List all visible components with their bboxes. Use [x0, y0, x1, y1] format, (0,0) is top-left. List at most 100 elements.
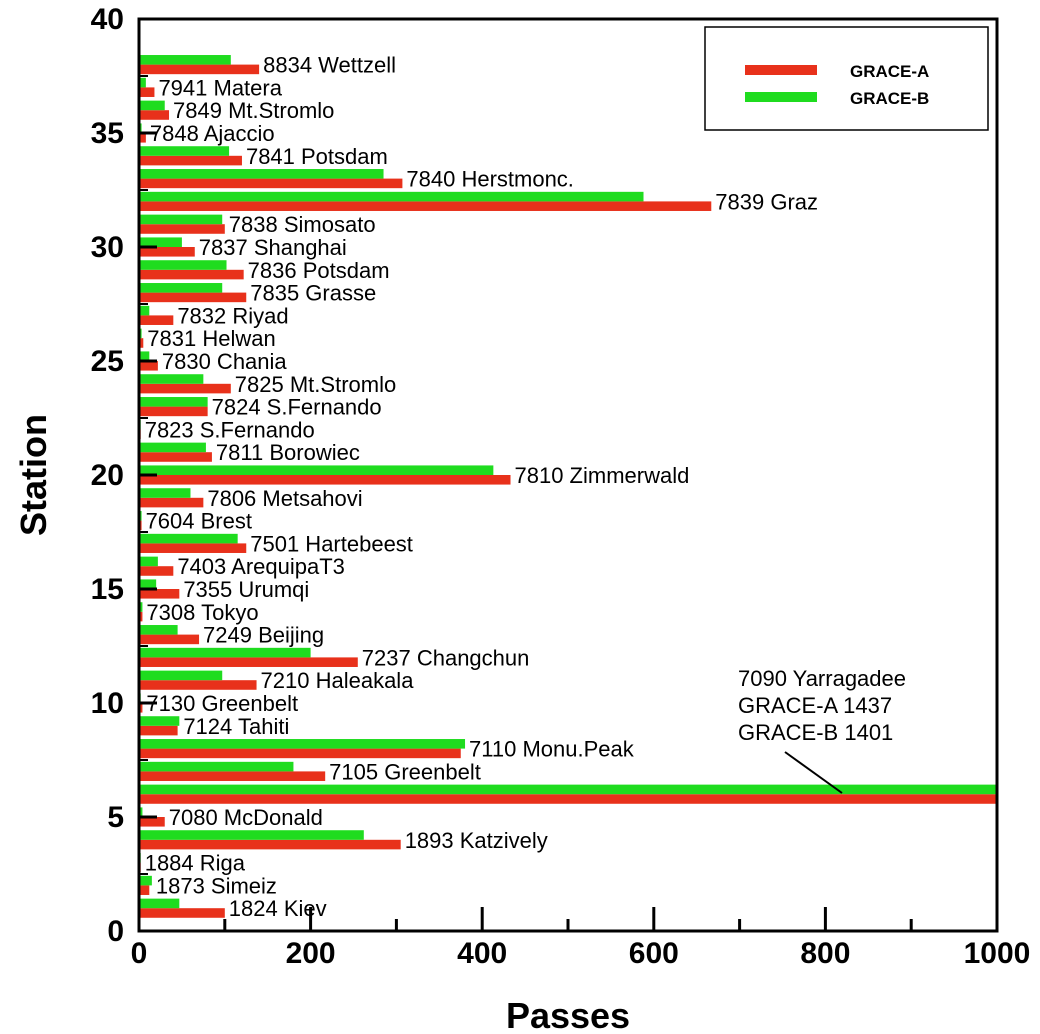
x-tick-label: 200	[286, 937, 336, 970]
bar-grace-b	[139, 305, 150, 316]
bar-label: 7130 Greenbelt	[146, 691, 298, 716]
x-tick-label: 600	[629, 937, 679, 970]
bar-grace-a	[139, 269, 244, 280]
bar-grace-a	[139, 247, 195, 257]
bar-grace-a	[139, 634, 200, 645]
bar-grace-b	[139, 830, 364, 840]
y-tick-label: 40	[91, 3, 124, 36]
bar-grace-a	[139, 87, 155, 97]
annotation-line-3: GRACE-B 1401	[738, 720, 893, 745]
legend: GRACE-A GRACE-B	[704, 26, 989, 131]
bar-label: 7124 Tahiti	[183, 714, 289, 739]
bar-grace-a	[139, 110, 170, 120]
bar-label: 8834 Wettzell	[263, 53, 396, 78]
plot-frame	[137, 17, 999, 933]
bar-grace-a	[139, 839, 401, 850]
bar-grace-b	[139, 374, 204, 384]
bar-label: 7403 ArequipaT3	[177, 554, 345, 579]
bar-grace-b	[139, 442, 206, 453]
bar-label: 7836 Potsdam	[248, 258, 390, 283]
bar-grace-a	[139, 497, 204, 508]
bar-grace-b	[139, 716, 180, 726]
bar-grace-a	[139, 452, 212, 462]
legend-label-grace-b: GRACE-B	[850, 89, 929, 108]
bar-label: 7501 Hartebeest	[250, 531, 413, 556]
bar-label: 7831 Helwan	[147, 326, 275, 351]
bar-label: 7080 McDonald	[169, 805, 323, 830]
bar-label: 7806 Metsahovi	[207, 486, 362, 511]
bar-grace-b	[139, 191, 644, 202]
bar-grace-b	[139, 533, 238, 544]
bar-grace-a	[139, 178, 403, 189]
bar-grace-b	[139, 647, 311, 658]
bar-label: 7824 S.Fernando	[212, 395, 382, 420]
bar-grace-a	[139, 383, 231, 394]
bar-grace-a	[139, 201, 712, 211]
bar-label: 7849 Mt.Stromlo	[173, 98, 334, 123]
bar-grace-a	[139, 657, 358, 667]
bar-label: 1893 Katzively	[405, 828, 548, 853]
bar-grace-b	[139, 214, 223, 225]
bar-label: 7825 Mt.Stromlo	[235, 372, 396, 397]
legend-swatch-grace-a	[745, 65, 817, 75]
bar-label: 7210 Haleakala	[261, 668, 415, 693]
bar-grace-a	[139, 794, 997, 804]
bar-label: 1824 Kiev	[229, 896, 327, 921]
bar-grace-b	[139, 488, 191, 498]
bar-label: 7105 Greenbelt	[329, 759, 481, 784]
legend-label-grace-a: GRACE-A	[850, 62, 929, 81]
bar-label: 7604 Brest	[146, 509, 252, 534]
bar-grace-b	[139, 146, 230, 156]
bar-grace-b	[139, 556, 158, 567]
bar-grace-b	[139, 625, 178, 635]
bar-grace-b	[139, 579, 157, 589]
bar-label: 7823 S.Fernando	[145, 417, 315, 442]
bar-grace-b	[139, 807, 143, 817]
y-tick-label: 25	[91, 345, 124, 378]
bar-label: 7355 Urumqi	[183, 577, 309, 602]
legend-swatch-grace-b	[745, 92, 817, 102]
bar-grace-a	[139, 361, 158, 371]
annotation-leader-line	[784, 751, 843, 794]
bar-grace-b	[139, 739, 466, 749]
annotation-line-1: 7090 Yarragadee	[738, 666, 906, 691]
y-tick-label: 15	[91, 573, 124, 606]
bar-grace-b	[139, 784, 997, 795]
y-tick-label: 35	[91, 117, 124, 150]
bar-grace-a	[139, 338, 144, 348]
bar-grace-a	[139, 64, 260, 75]
bar-label: 7830 Chania	[162, 349, 288, 374]
bar-label: 7308 Tokyo	[146, 600, 258, 625]
bar-grace-b	[139, 761, 294, 772]
bar-label: 7837 Shanghai	[199, 235, 347, 260]
x-tick-label: 400	[457, 937, 507, 970]
bar-grace-a	[139, 748, 461, 759]
bar-grace-b	[139, 260, 227, 270]
bar-grace-b	[139, 283, 223, 293]
bar-grace-b	[139, 55, 231, 65]
legend-box	[704, 26, 989, 131]
bar-grace-a	[139, 725, 178, 736]
y-axis-title: Station	[13, 414, 54, 536]
y-tick-label: 30	[91, 231, 124, 264]
x-tick-label: 800	[800, 937, 850, 970]
bar-label: 7110 Monu.Peak	[469, 737, 635, 762]
x-tick-label: 1000	[964, 937, 1031, 970]
tick-labels-group: 0 200 400 600 800 1000 0 5 10 15 20 25 30 35 40	[91, 3, 1031, 970]
bar-grace-a	[139, 589, 180, 599]
bar-grace-a	[139, 703, 143, 713]
bars-group	[139, 55, 997, 918]
y-tick-label: 20	[91, 459, 124, 492]
bar-label: 7840 Herstmonc.	[406, 167, 574, 192]
bar-grace-a	[139, 315, 174, 325]
x-tick-label: 0	[131, 937, 148, 970]
bar-grace-a	[139, 543, 247, 553]
bar-grace-a	[139, 475, 511, 485]
y-tick-label: 0	[107, 915, 124, 948]
bar-grace-b	[139, 670, 223, 681]
bar-grace-b	[139, 351, 150, 361]
bar-label: 7835 Grasse	[250, 281, 376, 306]
bar-grace-a	[139, 611, 143, 622]
